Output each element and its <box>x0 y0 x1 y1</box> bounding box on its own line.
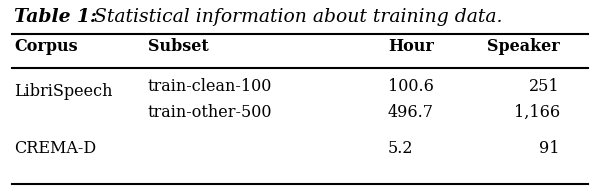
Text: 100.6: 100.6 <box>388 78 434 95</box>
Text: 1,166: 1,166 <box>514 104 560 121</box>
Text: Speaker: Speaker <box>487 38 560 55</box>
Text: Corpus: Corpus <box>14 38 77 55</box>
Text: train-clean-100: train-clean-100 <box>148 78 272 95</box>
Text: 251: 251 <box>529 78 560 95</box>
Text: Subset: Subset <box>148 38 209 55</box>
Text: Hour: Hour <box>388 38 434 55</box>
Text: 5.2: 5.2 <box>388 140 413 157</box>
Text: CREMA-D: CREMA-D <box>14 140 96 157</box>
Text: LibriSpeech: LibriSpeech <box>14 83 113 100</box>
Text: 91: 91 <box>539 140 560 157</box>
Text: Table 1:: Table 1: <box>14 8 97 26</box>
Text: 496.7: 496.7 <box>388 104 434 121</box>
Text: Statistical information about training data.: Statistical information about training d… <box>88 8 503 26</box>
Text: train-other-500: train-other-500 <box>148 104 272 121</box>
